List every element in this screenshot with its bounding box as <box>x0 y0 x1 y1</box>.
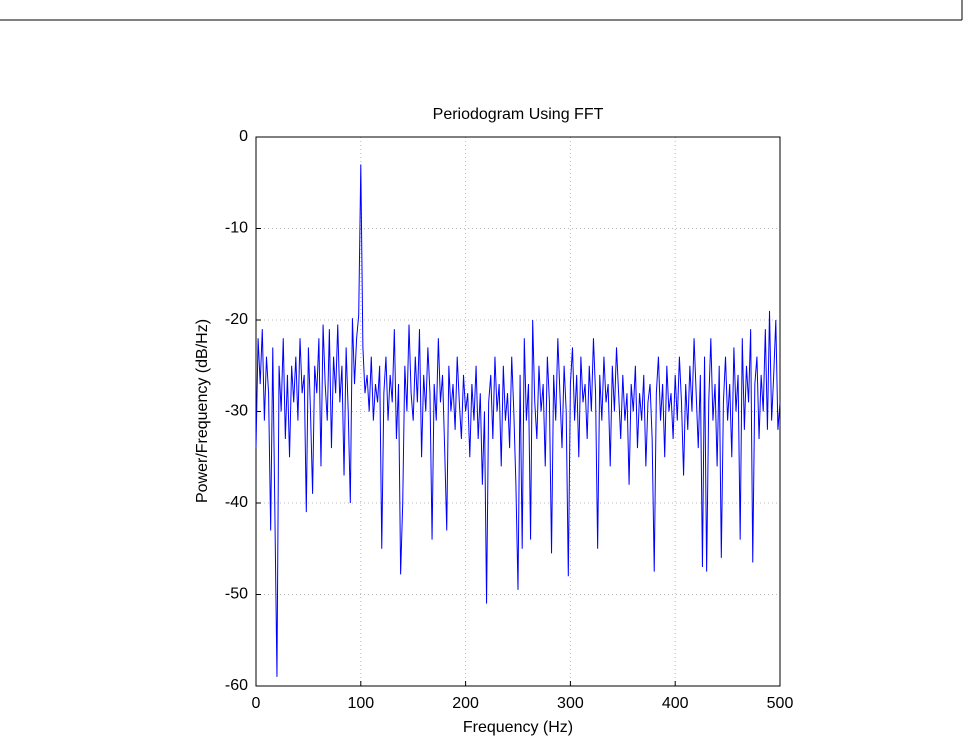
x-tick-label: 500 <box>767 695 794 712</box>
plot-frame <box>255 136 781 687</box>
chart-title: Periodogram Using FFT <box>433 106 604 123</box>
x-tick-label: 0 <box>252 695 261 712</box>
y-tick-label: -40 <box>225 494 248 511</box>
y-tick-label: 0 <box>239 128 248 145</box>
y-axis-label: Power/Frequency (dB/Hz) <box>194 319 211 503</box>
x-tick-label: 100 <box>347 695 374 712</box>
y-tick-label: -50 <box>225 586 248 603</box>
y-tick-label: -30 <box>225 403 248 420</box>
x-axis-label: Frequency (Hz) <box>463 719 573 736</box>
y-tick-label: -60 <box>225 677 248 694</box>
y-tick-label: -10 <box>225 220 248 237</box>
data-line <box>255 164 781 677</box>
x-tick-label: 400 <box>662 695 689 712</box>
y-tick-label: -20 <box>225 311 248 328</box>
x-tick-label: 200 <box>452 695 479 712</box>
x-tick-label: 300 <box>557 695 584 712</box>
